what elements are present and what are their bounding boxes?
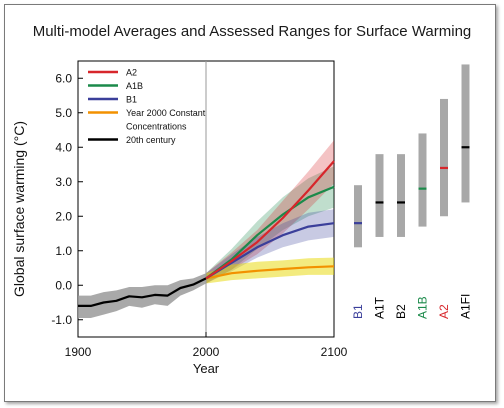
range-label-b2: B2 — [394, 304, 408, 319]
range-label-a1b: A1B — [416, 296, 430, 319]
series-line-b1 — [205, 222, 335, 280]
y-tick-label: 3.0 — [55, 175, 72, 189]
legend-label-b1: B1 — [126, 95, 137, 105]
y-tick-label: 1.0 — [55, 244, 72, 258]
y-tick-label: 2.0 — [55, 209, 72, 223]
series-line-a1b — [205, 185, 335, 280]
range-bar-b1 — [354, 185, 362, 248]
range-bar-a1fi — [461, 64, 470, 203]
series-line-a2 — [205, 160, 335, 280]
x-tick-label: 2100 — [321, 345, 348, 359]
legend-label-a2: A2 — [126, 68, 137, 78]
range-bar-a1t — [375, 154, 384, 237]
y-axis-title: Global surface warming (°C) — [11, 121, 27, 297]
y-tick-label: 6.0 — [55, 71, 72, 85]
legend-label-a1b: A1B — [126, 81, 143, 91]
range-label-a2: A2 — [437, 304, 451, 319]
chart-title: Multi-model Averages and Assessed Ranges… — [32, 23, 472, 40]
x-tick-label: 2000 — [193, 345, 220, 359]
range-bar-b2 — [397, 154, 405, 237]
legend-label-y2000: Year 2000 Constant — [126, 108, 206, 118]
y-tick-label: 4.0 — [55, 140, 72, 154]
y-tick-label: -1.0 — [51, 313, 72, 327]
range-bar-a1b — [418, 133, 427, 227]
x-axis-title: Year — [193, 361, 220, 376]
y-tick-label: 5.0 — [55, 106, 72, 120]
range-label-a1fi: A1FI — [459, 294, 473, 319]
range-bar-a2 — [440, 98, 448, 217]
y-tick-label: 0.0 — [55, 278, 72, 292]
range-label-b1: B1 — [351, 304, 365, 319]
x-tick-label: 1900 — [65, 345, 92, 359]
series-line-20th — [78, 277, 207, 307]
legend-label-20th: 20th century — [126, 135, 176, 145]
legend-label-y2000-2: Concentrations — [126, 122, 187, 132]
band-a2 — [206, 140, 334, 284]
band-20th — [78, 273, 206, 318]
range-label-a1t: A1T — [373, 296, 387, 319]
series-line-y2000 — [205, 265, 335, 280]
